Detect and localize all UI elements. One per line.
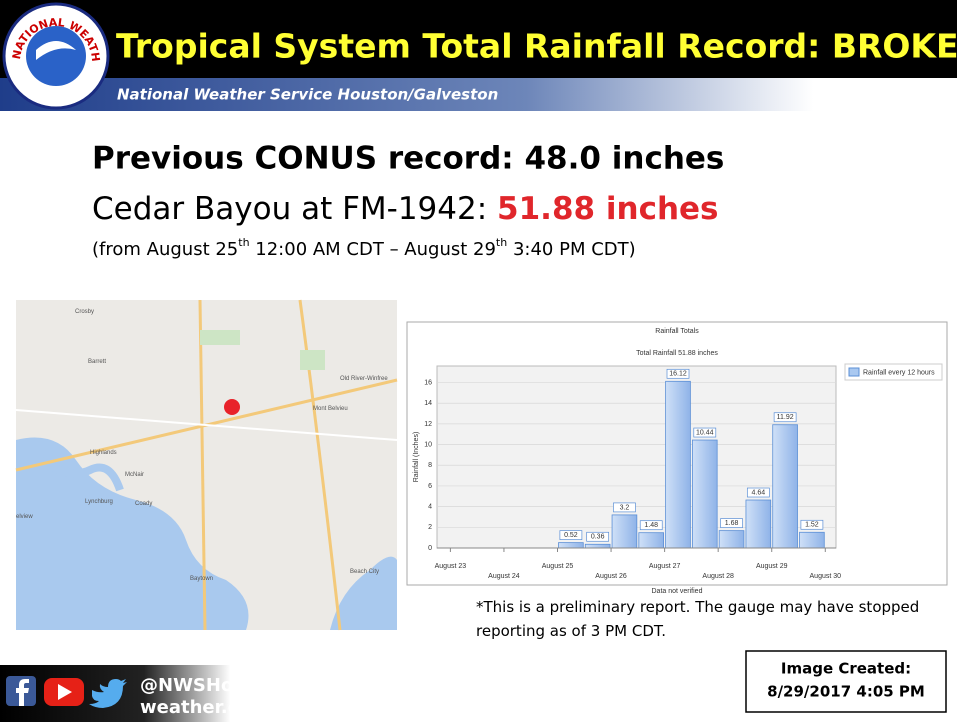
site: weather.gov/houston [140,697,354,718]
value-label-box [746,487,770,498]
value-label-box [639,520,663,531]
bar [638,532,665,549]
map-label: Coady [135,501,152,507]
legend-label: Rainfall every 12 hours [863,369,935,376]
y-tick-label: 14 [424,400,432,407]
y-tick-label: 10 [424,441,432,448]
bar [799,531,825,549]
value-label: 1.52 [805,522,819,529]
note: *This is a preliminary report. The gauge… [476,598,919,640]
map-label: Crosby [75,309,94,315]
y-tick-label: 16 [424,379,432,386]
subtitle-bar [0,78,957,111]
handle: @NWSHouston [140,675,291,696]
value-label-box [613,502,636,513]
map-label: elview [16,514,33,520]
y-tick-label: 2 [428,524,432,531]
value-label: 4.64 [752,489,766,496]
x-note: Data not verified [652,588,703,595]
x-tick-label: August 24 [488,573,520,580]
bar [745,499,772,549]
y-tick-label: 4 [428,503,432,510]
map-label: McNair [125,472,144,478]
bar [558,542,584,549]
value-label-box [666,368,690,379]
title: Tropical System Total Rainfall Record: B… [116,27,957,66]
map-label: Barrett [88,359,106,365]
bar [718,530,745,549]
record-label: Cedar Bayou at FM-1942: [92,191,487,227]
bar [611,514,638,549]
x-tick-label: August 26 [595,573,627,580]
bar [691,439,718,549]
header-bar [0,0,957,78]
x-tick-label: August 29 [756,563,788,570]
value-label: 1.68 [725,520,739,527]
y-tick-label: 8 [428,462,432,469]
map-label: Lynchburg [85,499,113,505]
period-part: 12:00 AM CDT – August 29 [250,239,496,260]
legend-box [844,363,943,381]
value-label: 0.36 [591,534,605,541]
x-tick-label: August 23 [435,563,467,570]
chart: 0 2 4 6 8 10 12 14 16 August 23 August 24 August 25… [424,363,943,580]
map: Crosby Barrett Highlands McNair Lynchbur… [15,299,398,631]
value-label-box [559,530,583,540]
period-sup: th [238,236,249,249]
value-label: 0.52 [564,532,578,539]
value-label: 11.92 [777,414,794,421]
x-tick-label: August 30 [810,573,842,580]
x-tick-label: August 27 [649,563,681,570]
x-tick-label: August 25 [542,563,574,570]
chart-title: Rainfall Totals [655,328,699,335]
legend-swatch [848,367,860,377]
current-record: Cedar Bayou at FM-1942: 51.88 inches [92,191,719,227]
value-label: 10.44 [696,429,714,436]
social-icons [6,676,127,708]
y-tick-label: 12 [424,421,432,428]
period-part: (from August 25 [92,239,238,260]
previous-record: Previous CONUS record: 48.0 inches [92,141,724,177]
period-sup: th [496,236,507,249]
x-tick-label: August 28 [702,573,734,580]
bar [584,543,611,549]
map-label: Baytown [190,576,213,582]
note-line: *This is a preliminary report. The gauge… [476,598,919,616]
map-label: Old River-Winfree [340,376,388,382]
bar [772,424,798,549]
y-tick-label: 0 [428,545,432,552]
subtitle: National Weather Service Houston/Galvest… [117,86,498,104]
bar [665,380,691,549]
created: 8/29/2017 4:05 PM [767,683,925,701]
value-label: 1.48 [644,522,658,529]
period-part: 3:40 PM CDT) [507,239,635,260]
created-label: Image Created: [781,660,911,678]
map-label: Mont Belvieu [313,406,348,412]
value-label-box [773,412,797,423]
record-value: 51.88 inches [497,191,718,227]
period: (from August 25th 12:00 AM CDT – August … [92,236,636,260]
value-label-box [586,531,610,542]
value-label: 3.2 [620,504,630,511]
value-label-box [800,519,824,530]
chart-subtitle: Total Rainfall 51.88 inches [636,350,718,357]
map-label: Beach City [350,569,379,575]
map-label: Highlands [90,450,117,456]
note-line: reporting as of 3 PM CDT. [476,622,666,640]
value-label-box [720,518,743,528]
value-label: 16.12 [669,371,687,378]
y-axis-label: Rainfall (Inches) [413,432,420,483]
created-box [745,650,947,713]
value-label-box [693,427,717,438]
y-tick-label: 6 [428,483,432,490]
